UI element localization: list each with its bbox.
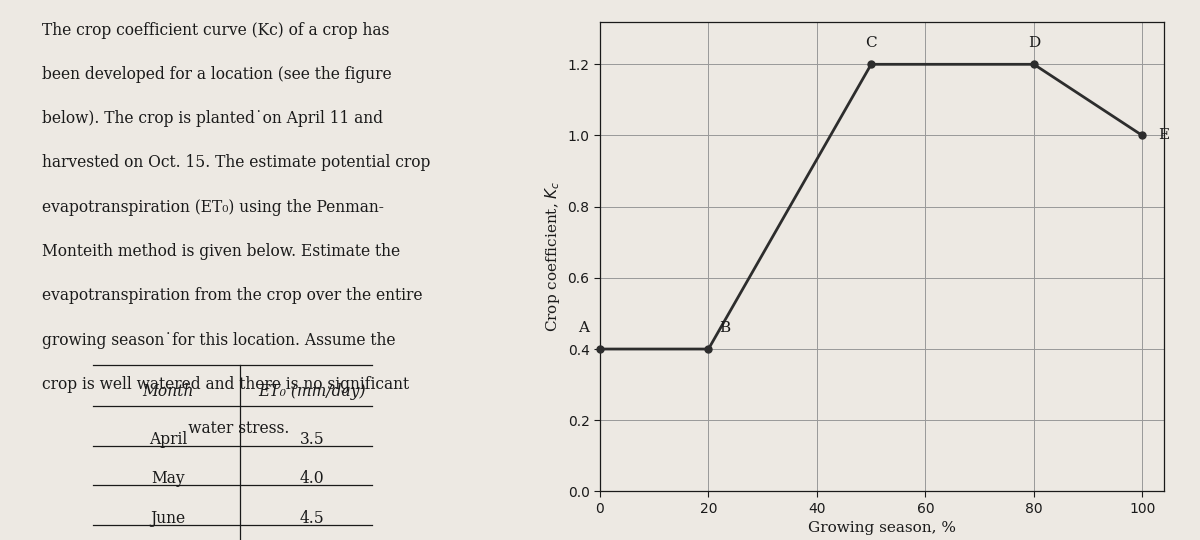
Text: ET₀ (mm/day): ET₀ (mm/day) [258, 383, 366, 400]
Text: crop is well watered and there is no significant: crop is well watered and there is no sig… [42, 376, 409, 393]
Text: B: B [719, 321, 731, 335]
Y-axis label: Crop coefficient, $K_c$: Crop coefficient, $K_c$ [544, 181, 562, 332]
Text: water stress.: water stress. [42, 420, 289, 437]
Text: 3.5: 3.5 [300, 431, 324, 448]
Text: C: C [865, 36, 877, 50]
Text: growing season˙for this location. Assume the: growing season˙for this location. Assume… [42, 332, 396, 348]
Text: April: April [149, 431, 187, 448]
Text: The crop coefficient curve (Kc) of a crop has: The crop coefficient curve (Kc) of a cro… [42, 22, 389, 38]
Text: D: D [1027, 36, 1040, 50]
Text: E: E [1158, 129, 1170, 143]
Text: June: June [150, 510, 186, 526]
Text: evapotranspiration from the crop over the entire: evapotranspiration from the crop over th… [42, 287, 422, 304]
X-axis label: Growing season, %: Growing season, % [808, 522, 956, 535]
Text: below). The crop is planted˙on April 11 and: below). The crop is planted˙on April 11 … [42, 110, 383, 127]
Text: Month: Month [143, 383, 193, 400]
Text: harvested on Oct. 15. The estimate potential crop: harvested on Oct. 15. The estimate poten… [42, 154, 431, 171]
Text: Monteith method is given below. Estimate the: Monteith method is given below. Estimate… [42, 243, 400, 260]
Text: A: A [578, 321, 589, 335]
Text: been developed for a location (see the figure: been developed for a location (see the f… [42, 66, 391, 83]
Text: 4.5: 4.5 [300, 510, 324, 526]
Text: evapotranspiration (ET₀) using the Penman-: evapotranspiration (ET₀) using the Penma… [42, 199, 384, 215]
Text: May: May [151, 470, 185, 487]
Text: 4.0: 4.0 [300, 470, 324, 487]
